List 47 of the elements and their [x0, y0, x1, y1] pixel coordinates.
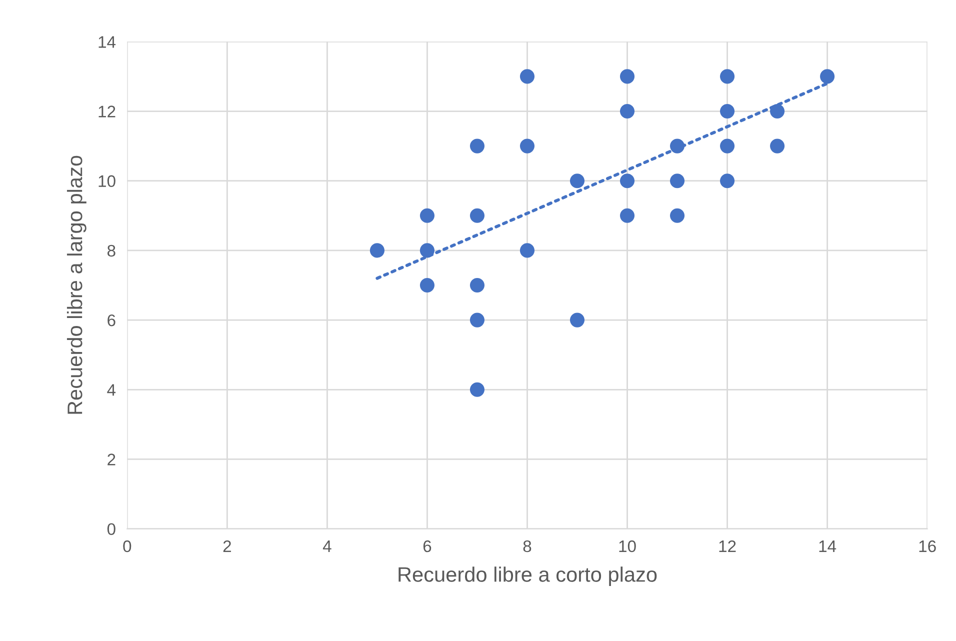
point: [470, 138, 485, 154]
y-tick-label: 0: [107, 523, 116, 536]
point: [720, 138, 735, 154]
y-tick-label: 2: [108, 454, 116, 466]
y-axis-title: Recuerdo libre a largo plazo: [66, 156, 86, 414]
x-tick-label: 10: [619, 540, 636, 552]
point: [720, 104, 735, 119]
y-tick-label: 4: [107, 384, 116, 396]
x-tick-label: 8: [523, 540, 532, 552]
y-tick-label: 8: [107, 244, 116, 257]
y-tick-label: 12: [98, 106, 116, 118]
point: [420, 243, 434, 258]
y-tick-label: 14: [98, 36, 116, 48]
y-tick-label: 6: [108, 314, 116, 326]
point: [670, 138, 685, 154]
point: [420, 208, 434, 223]
x-axis-title: Recuerdo libre a corto plazo: [398, 566, 657, 586]
point: [620, 174, 635, 188]
point: [670, 208, 685, 223]
point: [620, 208, 635, 223]
point: [570, 312, 585, 328]
x-tick-label: 6: [423, 540, 432, 552]
x-tick-label: 14: [819, 540, 836, 552]
point: [620, 104, 635, 119]
point: [770, 104, 785, 119]
point: [720, 69, 735, 84]
point: [520, 138, 535, 154]
point: [520, 243, 535, 258]
point: [770, 138, 785, 154]
point: [420, 278, 434, 293]
point: [670, 174, 685, 188]
y-tick-label: 10: [98, 175, 116, 188]
point: [470, 382, 485, 397]
point: [570, 174, 585, 188]
point: [620, 69, 635, 84]
x-tick-label: 2: [223, 540, 231, 552]
x-tick-label: 12: [719, 540, 736, 552]
point: [370, 243, 384, 258]
point: [820, 69, 835, 84]
point: [470, 208, 485, 223]
point: [520, 69, 535, 84]
point: [470, 312, 485, 328]
x-tick-label: 16: [919, 540, 936, 552]
x-tick-label: 4: [322, 540, 332, 552]
x-tick-label: 0: [123, 540, 132, 552]
point: [470, 278, 485, 293]
point: [720, 174, 735, 188]
